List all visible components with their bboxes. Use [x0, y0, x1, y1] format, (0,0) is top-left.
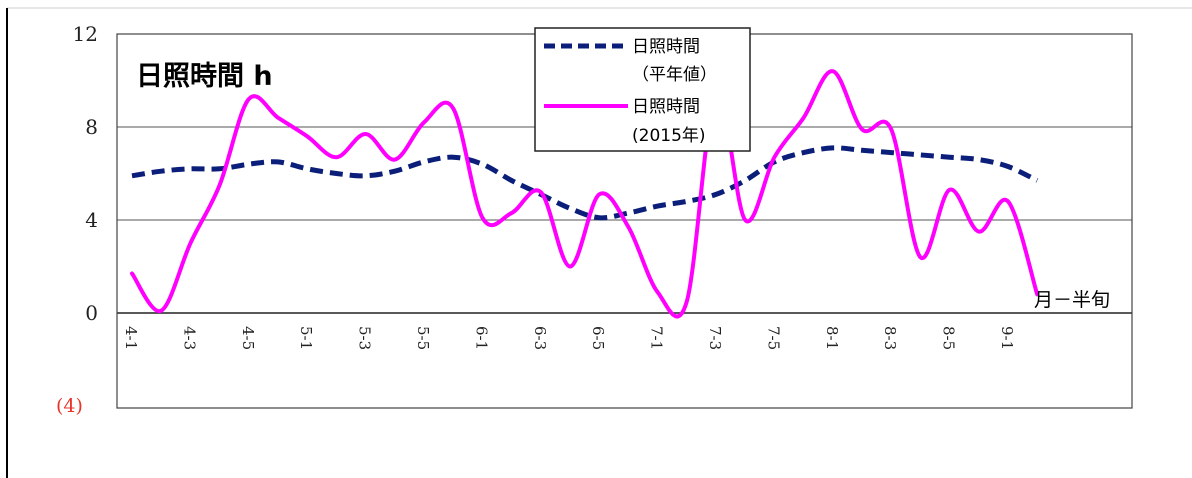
x-tick-label: 7-5	[764, 326, 782, 350]
y-axis-ticks: 0 4 8 12	[73, 22, 98, 325]
x-tick-label: 4-3	[180, 326, 198, 350]
x-tick-label: 8-5	[940, 326, 958, 350]
x-tick-label: 5-3	[356, 326, 374, 350]
x-tick-label: 6-5	[589, 326, 607, 350]
x-tick-label: 8-1	[823, 326, 841, 350]
x-tick-label: 7-3	[706, 326, 724, 350]
x-tick-label: 5-5	[414, 326, 432, 350]
x-tick-label: 5-1	[297, 326, 315, 350]
x-axis-ticks: 4-1 4-3 4-5 5-1 5-3 5-5 6-1 6-3 6-5 7-1 7-3 7-5 8-1 8…	[122, 326, 1016, 350]
legend-label-normal-line2: （平年値）	[632, 65, 717, 85]
y-tick-label: 4	[85, 208, 98, 232]
series-line-2015	[130, 69, 1040, 319]
series-line-normal	[131, 145, 1039, 221]
x-tick-label: 6-3	[531, 326, 549, 350]
figure-note: (4)	[56, 395, 83, 417]
legend-label-2015-line2: (2015年)	[632, 126, 706, 146]
x-tick-label: 4-5	[239, 326, 257, 350]
series-lines	[130, 69, 1040, 319]
legend-label-normal-line1: 日照時間	[632, 37, 700, 57]
x-tick-label: 8-3	[881, 326, 899, 350]
y-tick-label: 12	[73, 22, 98, 46]
chart-title: 日照時間 h	[136, 61, 273, 92]
y-tick-label: 0	[85, 301, 98, 325]
x-tick-label: 9-1	[998, 326, 1016, 350]
x-tick-label: 6-1	[472, 326, 490, 350]
x-tick-label: 7-1	[648, 326, 666, 350]
legend-label-2015-line1: 日照時間	[632, 97, 700, 117]
x-axis-label: 月－半旬	[1034, 289, 1110, 311]
y-tick-label: 8	[85, 115, 98, 139]
x-tick-label: 4-1	[122, 326, 140, 350]
legend: 日照時間 （平年値） 日照時間 (2015年)	[534, 27, 751, 152]
